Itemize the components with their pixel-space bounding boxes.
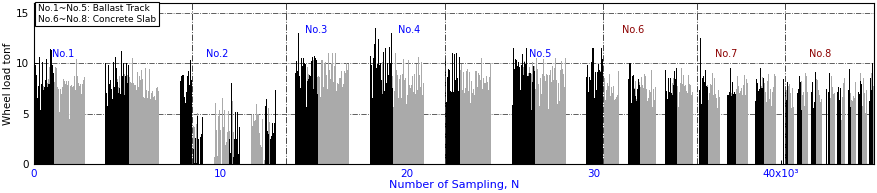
Text: No.7: No.7: [716, 49, 738, 59]
Y-axis label: Wheel load tonf: Wheel load tonf: [3, 42, 13, 124]
Text: No.5: No.5: [529, 49, 551, 59]
Text: No.1: No.1: [53, 49, 75, 59]
Text: No.3: No.3: [304, 25, 327, 35]
Text: No.6: No.6: [622, 25, 645, 35]
Text: No.2: No.2: [205, 49, 228, 59]
X-axis label: Number of Sampling, N: Number of Sampling, N: [389, 180, 519, 190]
Text: No.1~No.5: Ballast Track
No.6~No.8: Concrete Slab: No.1~No.5: Ballast Track No.6~No.8: Conc…: [38, 4, 156, 24]
Text: No.4: No.4: [398, 25, 420, 35]
Text: No.8: No.8: [809, 49, 831, 59]
